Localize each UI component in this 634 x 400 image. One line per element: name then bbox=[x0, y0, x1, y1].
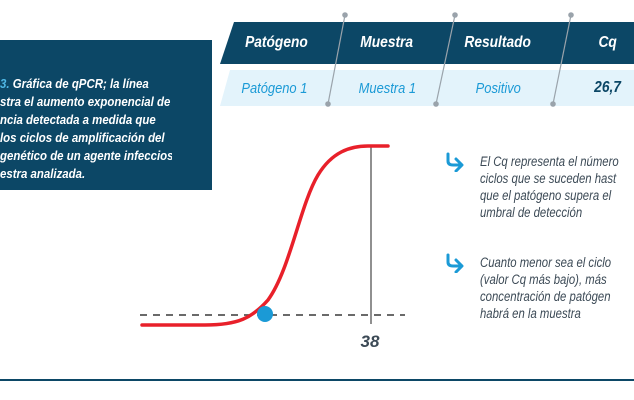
note-2-line-3: concentración de patógen bbox=[480, 289, 611, 304]
caption-line-3: ncia detectada a medida que bbox=[0, 112, 156, 127]
note-1-line-4: umbral de detección bbox=[480, 205, 583, 220]
caption-line-2: stra el aumento exponencial de bbox=[0, 94, 171, 109]
amplification-curve bbox=[140, 144, 390, 327]
caption-line-4: los ciclos de amplificación del bbox=[0, 130, 165, 145]
cycle-label: 38 bbox=[361, 332, 380, 351]
header-muestra: Muestra bbox=[360, 34, 414, 51]
caption-line-1: Gráfica de qPCR; la línea bbox=[9, 76, 149, 91]
note-1-line-3: que el patógeno supera el bbox=[480, 188, 612, 203]
footer-rule bbox=[0, 379, 634, 381]
figure-caption-box bbox=[0, 40, 212, 190]
note-2-line-4: habrá en la muestra bbox=[480, 306, 581, 321]
note-cq-meaning: El Cq representa el número ciclos que se… bbox=[480, 153, 634, 221]
header-cq: Cq bbox=[598, 34, 618, 51]
cell-cq: 26,7 bbox=[594, 79, 622, 96]
caption-line-6: estra analizada. bbox=[0, 166, 86, 181]
figure-caption: 3. Gráfica de qPCR; la línea stra el aum… bbox=[0, 75, 172, 183]
cell-muestra: Muestra 1 bbox=[358, 79, 416, 97]
note-2-line-2: (valor Cq más bajo), más bbox=[480, 272, 607, 287]
note-1-line-1: El Cq representa el número bbox=[480, 154, 619, 169]
header-patogeno: Patógeno bbox=[244, 34, 308, 51]
table-row: Patógeno 1 Muestra 1 Positivo 26,7 bbox=[220, 70, 634, 106]
note-2-arrow-icon bbox=[446, 253, 464, 273]
figure-number: 3. bbox=[0, 76, 10, 91]
note-1-arrow-icon bbox=[446, 152, 464, 172]
cell-patogeno: Patógeno 1 bbox=[240, 79, 308, 97]
header-resultado: Resultado bbox=[464, 34, 532, 51]
note-2-line-1: Cuanto menor sea el ciclo bbox=[480, 255, 612, 270]
note-lower-cq: Cuanto menor sea el ciclo (valor Cq más … bbox=[480, 254, 634, 322]
cq-point-dot bbox=[257, 306, 273, 322]
note-1-line-2: ciclos que se suceden hast bbox=[480, 171, 617, 186]
cell-resultado: Positivo bbox=[475, 79, 521, 97]
caption-line-5: genético de un agente infeccioso bbox=[0, 148, 172, 163]
